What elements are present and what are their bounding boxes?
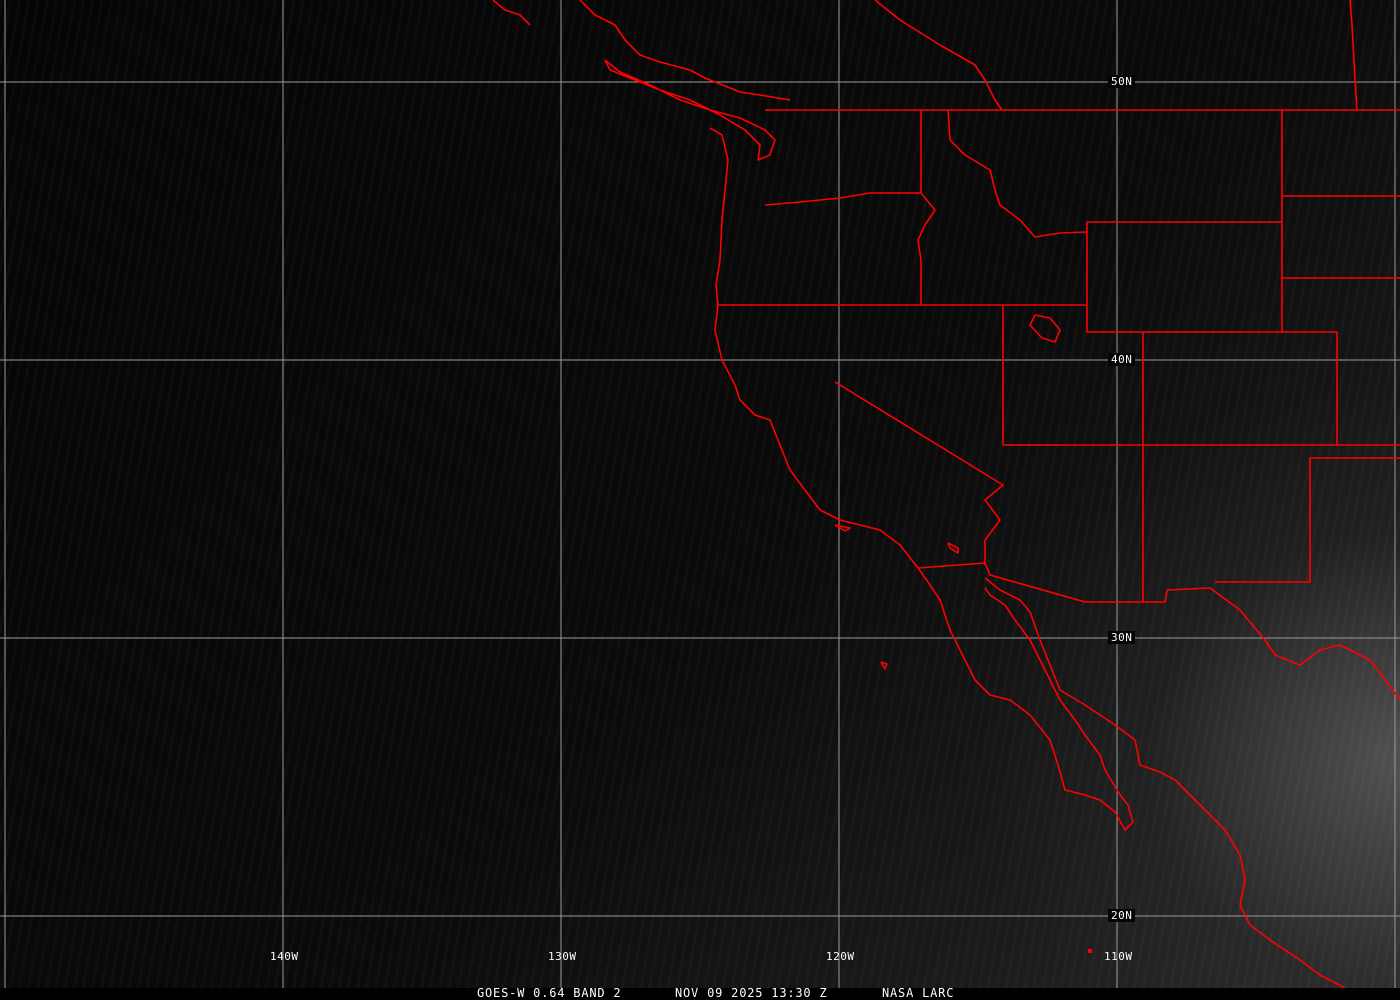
wa-or-border <box>764 192 921 206</box>
idaho-west-border <box>917 110 936 305</box>
us-mexico-border <box>917 562 1400 701</box>
bc-coast <box>579 0 791 101</box>
canada-province-border <box>874 0 1003 111</box>
product-label: GOES-W 0.64 BAND 2 <box>477 986 622 1000</box>
ca-nv-border <box>834 381 1004 565</box>
island-marker <box>1088 949 1092 953</box>
lat-label-50n: 50N <box>1108 75 1136 88</box>
lon-label-130w: 130W <box>548 950 577 963</box>
bc-coast-north <box>492 0 531 26</box>
lat-label-20n: 20N <box>1108 909 1136 922</box>
idaho-montana-border <box>947 109 1088 238</box>
mexico-mainland-coast <box>984 577 1346 989</box>
source-label: NASA LARC <box>882 986 955 1000</box>
west-coast <box>709 127 1134 831</box>
datetime-label: NOV 09 2025 13:30 Z <box>675 986 828 1000</box>
lon-label-110w: 110W <box>1104 950 1133 963</box>
salton-sea <box>947 542 959 554</box>
utah-borders <box>1086 222 1144 602</box>
great-salt-lake <box>1029 314 1061 343</box>
channel-islands <box>834 524 851 532</box>
wyoming-south <box>1143 331 1338 445</box>
canada-province-border-east <box>1349 0 1358 111</box>
lon-label-120w: 120W <box>826 950 855 963</box>
boundaries <box>492 0 1400 989</box>
lat-label-40n: 40N <box>1108 353 1136 366</box>
vancouver-island <box>604 59 776 161</box>
lon-label-140w: 140W <box>270 950 299 963</box>
guadalupe-island <box>880 661 888 670</box>
caption-bar: GOES-W 0.64 BAND 2 NOV 09 2025 13:30 Z N… <box>0 986 1400 1000</box>
lat-label-30n: 30N <box>1108 631 1136 644</box>
new-mexico-east <box>1215 458 1311 583</box>
